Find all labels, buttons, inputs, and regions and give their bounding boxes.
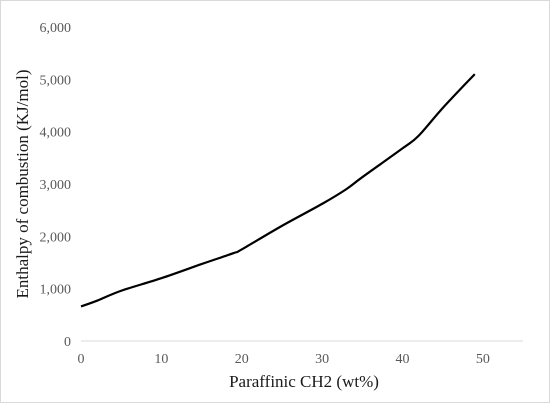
x-tick-labels: 0 10 20 30 40 50 bbox=[78, 352, 490, 367]
x-axis-label: Paraffinic CH2 (wt%) bbox=[229, 372, 379, 391]
x-tick-label: 20 bbox=[235, 352, 249, 367]
x-tick-label: 10 bbox=[154, 352, 168, 367]
x-tick-label: 0 bbox=[78, 352, 85, 367]
y-tick-label: 1,000 bbox=[40, 283, 72, 298]
x-tick-label: 50 bbox=[476, 352, 490, 367]
y-tick-label: 2,000 bbox=[40, 230, 72, 245]
y-tick-label: 3,000 bbox=[40, 178, 72, 193]
x-tick-label: 40 bbox=[395, 352, 409, 367]
y-tick-label: 0 bbox=[64, 335, 71, 350]
x-tick-label: 30 bbox=[315, 352, 329, 367]
y-tick-labels: 0 1,000 2,000 3,000 4,000 5,000 6,000 bbox=[40, 21, 72, 350]
y-axis-label: Enthalpy of combustion (KJ/mol) bbox=[13, 69, 32, 298]
y-tick-label: 5,000 bbox=[40, 73, 72, 88]
y-tick-label: 4,000 bbox=[40, 126, 72, 141]
y-tick-label: 6,000 bbox=[40, 21, 72, 36]
series-line bbox=[80, 73, 476, 308]
